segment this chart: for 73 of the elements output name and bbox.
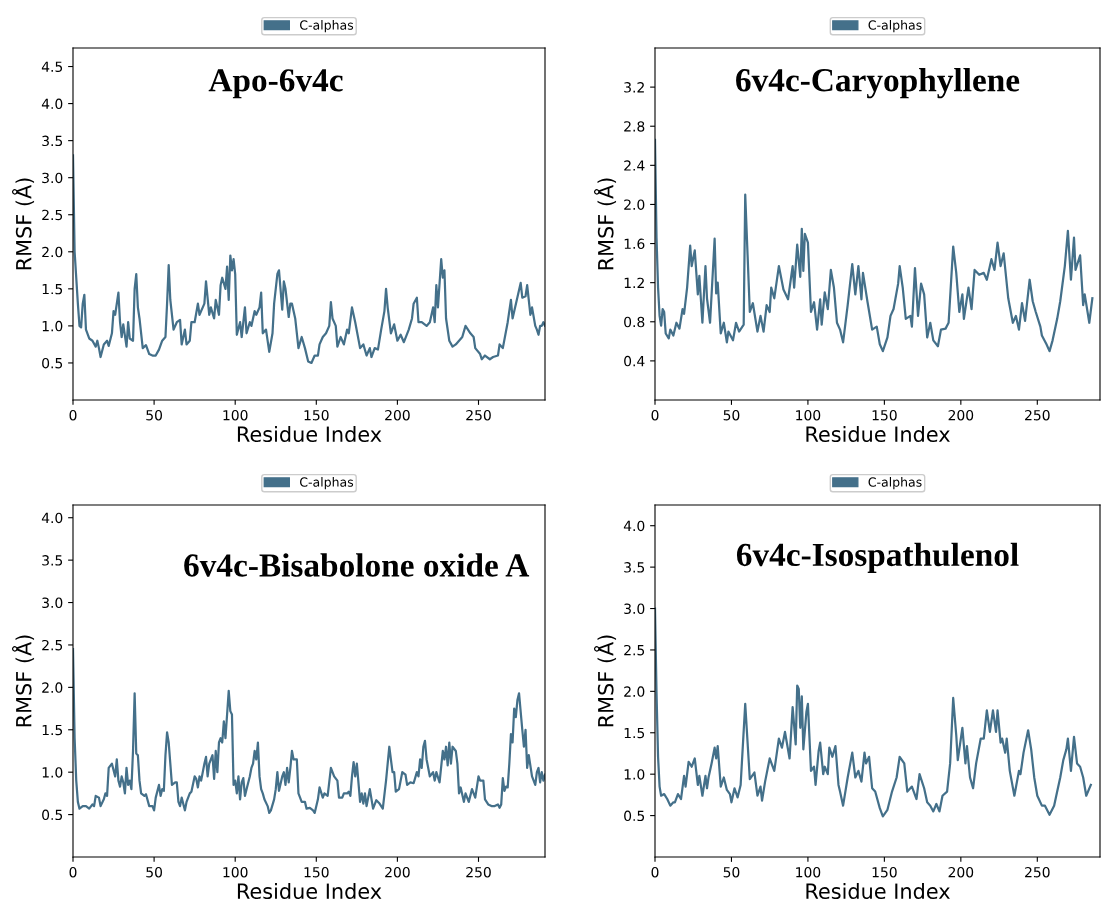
x-tick-label: 200 [385,409,410,421]
y-tick-label: 1.6 [624,238,645,250]
x-tick-label: 150 [304,409,329,421]
x-tick-label: 250 [1025,866,1050,878]
text: Apo-6v4c [208,69,343,99]
x-axis-title: Residue Index [806,425,950,443]
y-tick-label: 0.5 [624,810,645,822]
x-tick-label: 0 [69,409,77,421]
legend-label: C-alphas [868,20,922,33]
y-tick-label: 2.0 [624,199,645,210]
y-tick-label: 1.0 [624,769,645,780]
y-tick-label: 1.0 [42,767,63,778]
y-tick-label: 2.4 [624,160,645,171]
y-tick-label: 4.5 [41,61,63,72]
x-axis-title: Residue Index [237,425,382,443]
x-tick-label: 150 [872,409,897,421]
x-tick-label: 150 [304,866,329,878]
y-tick-label: 3.0 [42,172,63,184]
x-tick-label: 200 [948,866,974,878]
x-tick-label: 200 [948,409,974,421]
text: 6v4c-Isospathulenol [736,542,1019,573]
y-tick-label: 0.4 [624,355,645,367]
y-axis-title: RMSF (Å) [11,178,35,270]
text: 6v4c-Bisabolone oxide A [184,553,530,577]
x-tick-label: 50 [723,409,740,421]
y-tick-label: 2.8 [624,121,645,132]
y-tick-label: 3.5 [42,135,63,147]
y-tick-label: 1.0 [42,320,63,332]
legend-label: C-alphas [868,477,922,490]
y-tick-label: 0.8 [624,316,645,328]
y-tick-label: 1.5 [624,727,645,739]
y-tick-label: 1.2 [624,277,644,288]
x-tick-label: 100 [223,409,248,421]
y-tick-label: 0.5 [42,357,63,369]
y-tick-label: 3.2 [624,82,644,93]
x-tick-label: 100 [796,409,821,421]
y-tick-label: 2.5 [624,644,645,656]
x-tick-label: 50 [146,409,163,421]
y-tick-label: 3.0 [624,603,645,614]
x-tick-label: 200 [385,866,410,878]
y-tick-label: 3.0 [42,597,63,609]
x-tick-label: 250 [466,866,491,878]
y-tick-label: 2.5 [42,639,63,651]
x-tick-label: 150 [872,866,897,878]
y-tick-label: 2.5 [42,209,63,221]
x-tick-label: 250 [1025,409,1050,421]
x-tick-label: 0 [651,409,659,421]
y-axis-title: RMSF (Å) [593,635,617,727]
text: 6v4c-Caryophyllene [736,68,1020,99]
x-tick-label: 100 [223,866,248,878]
y-axis-title: RMSF (Å) [11,635,35,727]
y-tick-label: 3.5 [624,562,645,573]
y-tick-label: 4.0 [623,520,645,532]
legend-label: C-alphas [300,477,354,490]
y-tick-label: 2.0 [624,686,645,697]
legend-label: C-alphas [300,20,354,33]
y-tick-label: 2.0 [42,682,63,693]
y-tick-label: 4.0 [41,512,63,524]
x-tick-label: 0 [69,866,77,878]
y-tick-label: 3.5 [42,555,63,566]
y-tick-label: 0.5 [42,809,63,821]
y-tick-label: 2.0 [42,246,63,258]
x-tick-label: 250 [466,409,491,421]
x-tick-label: 0 [651,866,659,878]
y-axis-title: RMSF (Å) [593,178,617,270]
x-tick-label: 100 [796,866,821,878]
x-axis-title: Residue Index [237,882,382,900]
y-tick-label: 4.0 [41,98,63,110]
x-axis-title: Residue Index [806,882,950,900]
x-tick-label: 50 [723,866,740,878]
x-tick-label: 50 [146,866,163,878]
y-tick-label: 1.5 [42,724,63,736]
y-tick-label: 1.5 [42,283,63,295]
